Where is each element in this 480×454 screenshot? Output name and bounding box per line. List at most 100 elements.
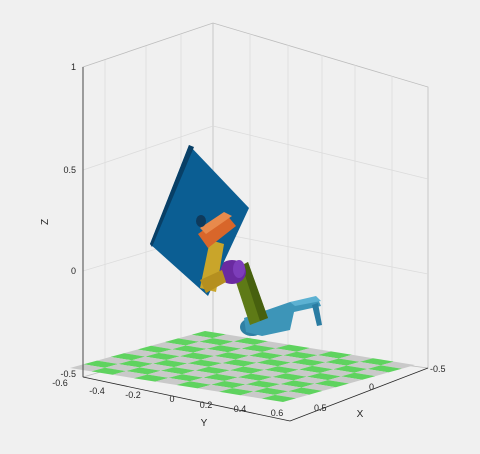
floor-tile [325, 358, 360, 366]
floor-tile [174, 363, 209, 371]
floor-tile [199, 338, 234, 346]
floor-tile [272, 373, 307, 381]
robot-base [240, 296, 322, 336]
floor-tile [304, 355, 339, 363]
floor-tile [314, 380, 349, 388]
floor-tile [241, 344, 276, 352]
floor-tile [269, 355, 305, 363]
base-leg [312, 303, 322, 326]
floor-tile [232, 384, 267, 392]
floor-tile [277, 362, 313, 370]
floor-tile [306, 373, 342, 381]
floor-tile [240, 391, 275, 399]
floor-tile [166, 356, 201, 364]
z-tick: 0.5 [63, 165, 76, 175]
floor-tile [264, 366, 299, 374]
floor-tile [367, 365, 402, 373]
floor-tile [137, 345, 173, 353]
floor-tile [256, 359, 291, 367]
forearm-joint [200, 270, 226, 293]
floor-tile [248, 352, 284, 360]
floor-tile [158, 349, 194, 357]
floor-tile [193, 348, 228, 356]
floor-tile [189, 377, 225, 385]
y-tick: -0.6 [52, 378, 68, 388]
x-axis-ticks: -0.5 0 0.5 [314, 364, 446, 413]
wrist-block [198, 214, 236, 248]
floor-tile [178, 334, 213, 342]
floor-tile [291, 358, 326, 366]
floor-tile [195, 366, 230, 374]
y-axis-ticks: -0.6 -0.4 -0.2 0 0.2 0.4 0.6 [52, 378, 283, 418]
floor-tile [208, 363, 244, 371]
x-tick: 0.5 [314, 403, 327, 413]
floor-tile [251, 369, 286, 377]
floor-tile [274, 391, 310, 399]
floor-tile [229, 366, 265, 374]
y-tick: 0.4 [234, 404, 247, 414]
floor-tile [182, 370, 217, 378]
floor-tile [91, 367, 126, 375]
axis-lines [82, 67, 429, 422]
floor-tile [216, 370, 252, 378]
floor-tile [160, 367, 196, 375]
floor-tile [118, 360, 153, 368]
x-axis-label: X [357, 409, 364, 420]
floor-tile [220, 341, 255, 349]
y-tick: -0.4 [89, 386, 105, 396]
elbow-joint-rim [233, 260, 245, 278]
y-tick: 0.6 [271, 408, 284, 418]
floor-tile [235, 355, 270, 363]
floor-tile [317, 351, 352, 359]
floor-tile [333, 365, 368, 373]
base-link [244, 299, 321, 336]
y-tick: -0.2 [125, 390, 141, 400]
y-tick: 0 [169, 394, 174, 404]
floor-tile [212, 334, 247, 342]
floor-tile [224, 377, 259, 385]
floor-tile [168, 374, 204, 382]
floor-tile [338, 354, 373, 362]
floor-tile [359, 358, 394, 366]
floor-tile [176, 381, 212, 389]
z-axis-ticks: 1 0.5 0 -0.5 [60, 62, 76, 379]
z-tick: -0.5 [60, 369, 76, 379]
floor-tile [341, 372, 376, 380]
floor-tile [296, 348, 331, 356]
floor-tile [155, 377, 190, 385]
floor-tile [172, 345, 207, 353]
back-wall-grid [82, 22, 429, 378]
floor-tile [187, 359, 223, 367]
end-effector-plate-edge [150, 145, 194, 247]
floor-tile [261, 394, 297, 402]
floor-tile [288, 387, 323, 395]
floor-tile [280, 380, 315, 388]
floor-tile [185, 341, 221, 349]
floor-tile [327, 376, 363, 384]
base-cap [290, 296, 321, 306]
upper-arm-shade [242, 262, 268, 321]
floor-tile [283, 351, 318, 359]
floor-tile [197, 384, 233, 392]
floor-tile [320, 369, 355, 377]
floor-tile [133, 374, 169, 382]
floor-tile [346, 361, 381, 369]
floor-tile [266, 384, 302, 392]
floor-tile [151, 342, 186, 350]
floor-tile [259, 377, 294, 385]
floor-tile [70, 364, 105, 372]
floor-tile [126, 367, 161, 375]
z-tick: 0 [71, 266, 76, 276]
y-tick: 0.2 [200, 400, 213, 410]
floor-tile [354, 369, 389, 377]
floor-tile [104, 364, 140, 372]
floor-tile [253, 387, 289, 395]
floor-tile [298, 365, 334, 373]
z-tick: 1 [71, 62, 76, 72]
floor-tile [285, 369, 320, 377]
floor-tile [145, 352, 180, 360]
floor-tile [214, 352, 249, 360]
robot-arm [150, 145, 322, 336]
wrist-hub [196, 215, 206, 227]
